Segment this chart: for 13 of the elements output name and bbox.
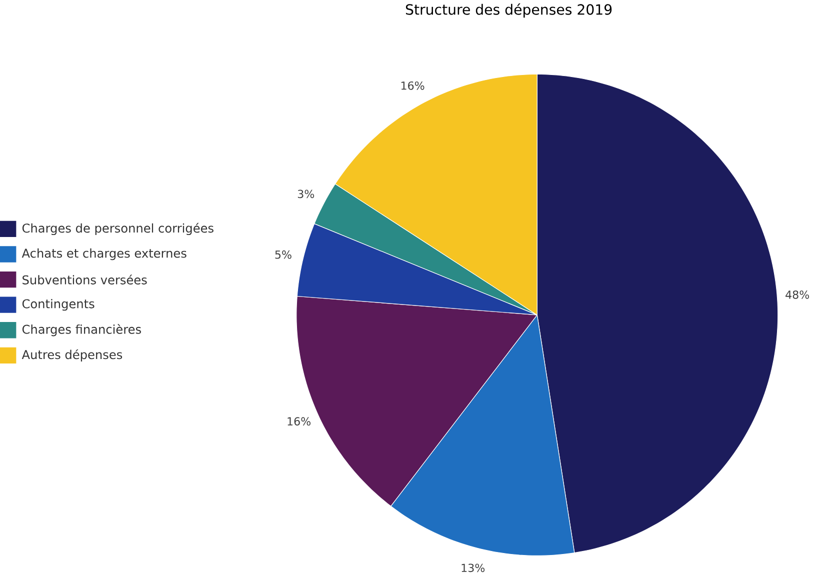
legend-label: Autres dépenses xyxy=(22,349,122,362)
legend-label: Subventions versées xyxy=(22,274,147,284)
data-label: 16% xyxy=(401,81,424,90)
legend-label: Charges de personnel corrigées xyxy=(22,222,214,235)
data-label: 3% xyxy=(298,190,314,198)
chart-title: Structure des dépenses 2019 xyxy=(406,3,612,18)
legend-label: Achats et charges externes xyxy=(22,248,186,260)
legend-label: Contingents xyxy=(22,298,94,310)
legend-label: Charges financières xyxy=(22,324,141,336)
data-label: 13% xyxy=(462,563,485,572)
data-label: 48% xyxy=(786,290,810,299)
data-label: 5% xyxy=(275,250,292,259)
data-label: 16% xyxy=(288,416,311,426)
